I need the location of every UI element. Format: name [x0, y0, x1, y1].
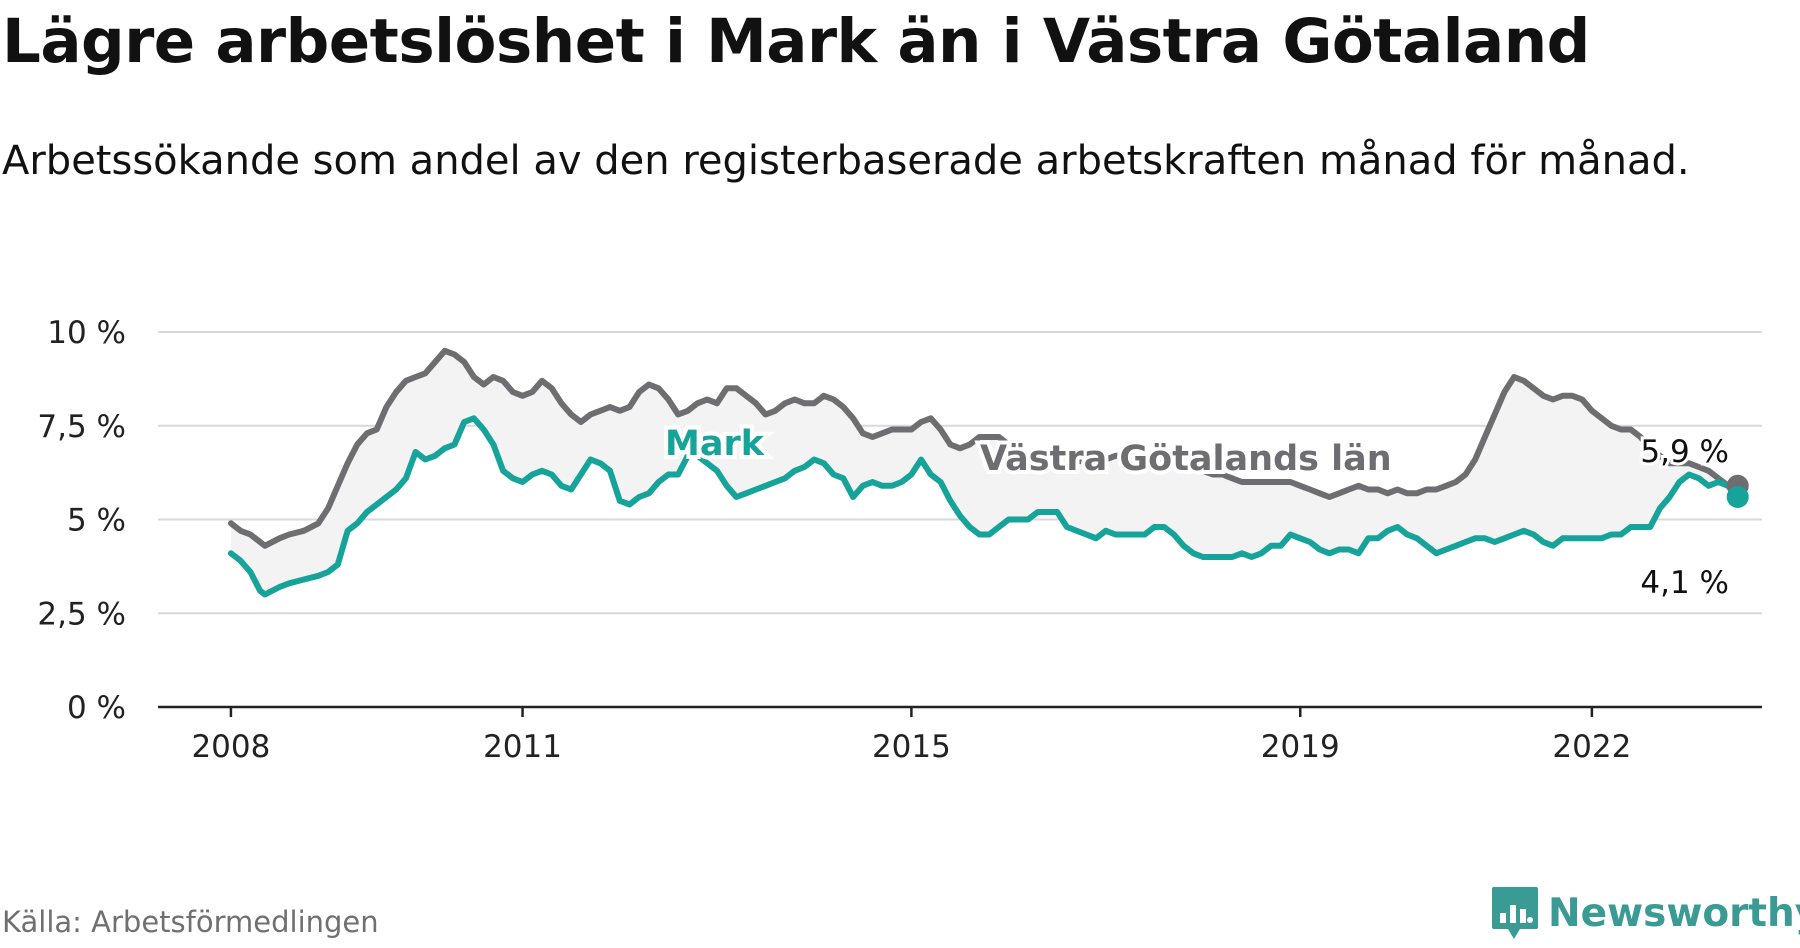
end-value-mark: 4,1 %: [1640, 565, 1729, 601]
brand-name: Newsworthy: [1548, 890, 1800, 936]
chart-title: Lägre arbetslöshet i Mark än i Västra Gö…: [2, 6, 1590, 77]
y-tick-label: 2,5 %: [37, 596, 126, 632]
x-tick-label: 2011: [483, 729, 562, 765]
x-tick-label: 2019: [1261, 729, 1340, 765]
y-tick-label: 10 %: [47, 315, 126, 351]
y-tick-label: 5 %: [67, 503, 126, 539]
series-label-mark: Mark: [665, 424, 765, 464]
x-tick-label: 2008: [191, 729, 270, 765]
axes: 0 % 2,5 % 5 % 7,5 % 10 % 2008 2011 2015 2019 2022: [37, 315, 1762, 765]
y-tick-label: 7,5 %: [37, 409, 126, 445]
end-value-vastra-gotaland: 5,9 %: [1640, 434, 1729, 470]
series-line-vastra-gotaland: [227, 347, 1741, 549]
y-tick-label: 0 %: [67, 690, 126, 726]
series-label-vastra-gotaland: Västra Götalands län: [980, 439, 1392, 479]
gap-band: [230, 350, 1738, 595]
series-line-mark: [227, 415, 1741, 598]
brand-logo: Newsworthy: [1490, 885, 1800, 941]
x-tick-label: 2015: [872, 729, 951, 765]
chart-canvas: 0 % 2,5 % 5 % 7,5 % 10 % 2008 2011 2015 2019 2022…: [37, 315, 1762, 765]
end-point-mark: [1726, 486, 1749, 508]
x-tick-label: 2022: [1552, 729, 1631, 765]
chart-subtitle: Arbetssökande som andel av den registerb…: [2, 138, 1690, 184]
newsworthy-logo-icon: [1492, 887, 1538, 939]
source-note: Källa: Arbetsförmedlingen: [2, 905, 379, 939]
